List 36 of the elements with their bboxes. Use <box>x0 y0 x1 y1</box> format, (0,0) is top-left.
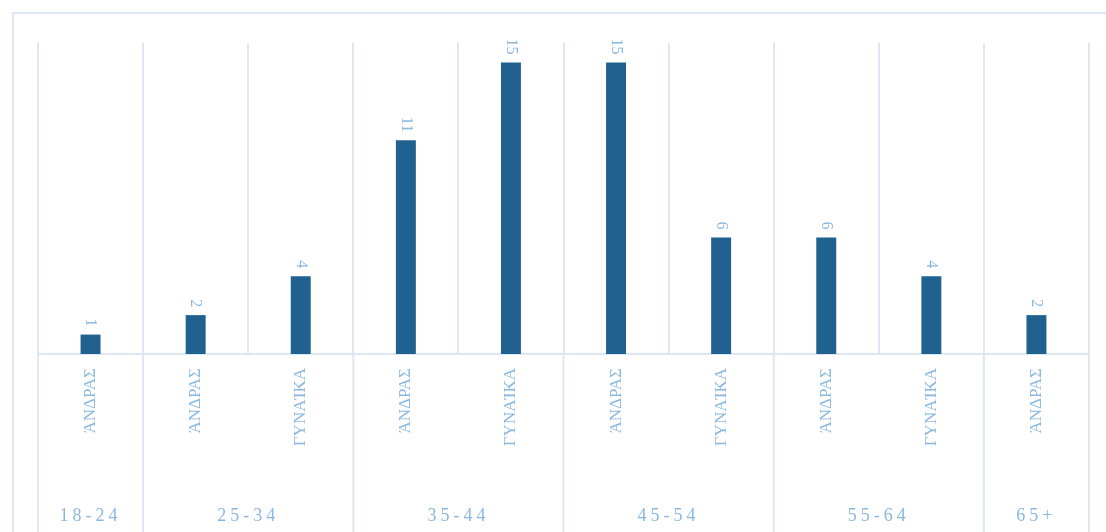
bar <box>606 62 627 354</box>
bar <box>1026 315 1047 354</box>
data-label: 15 <box>503 38 521 55</box>
x-tick-label: ΆΝΔΡΑΣ <box>815 367 835 434</box>
bar <box>395 140 416 354</box>
x-tick-label: ΆΝΔΡΑΣ <box>80 367 100 434</box>
bar <box>711 237 732 354</box>
text: 35-44 <box>427 504 490 525</box>
x-tick-label: ΓΥΝΑΊΚΑ <box>710 367 730 447</box>
x-tick-label: ΆΝΔΡΑΣ <box>605 367 625 434</box>
text: 55-64 <box>847 504 910 525</box>
data-label: 4 <box>293 260 311 269</box>
x-tick-label: ΓΥΝΑΊΚΑ <box>920 367 940 447</box>
text: 25-34 <box>217 504 280 525</box>
x-tick-label: ΆΝΔΡΑΣ <box>185 367 205 434</box>
bar <box>80 334 101 354</box>
x-tick-label: ΆΝΔΡΑΣ <box>395 367 415 434</box>
x-tick-label: ΓΥΝΑΊΚΑ <box>500 367 520 447</box>
data-label: 2 <box>188 299 206 308</box>
bar <box>816 237 837 354</box>
data-label: 11 <box>398 116 416 133</box>
data-label: 6 <box>713 221 731 230</box>
data-label: 1 <box>83 318 101 327</box>
x-tick-label: ΆΝΔΡΑΣ <box>1025 367 1045 434</box>
bar <box>921 276 942 354</box>
data-label: 2 <box>1029 299 1047 308</box>
data-label: 15 <box>608 38 626 55</box>
data-label: 6 <box>819 221 837 230</box>
bar <box>185 315 206 354</box>
bar <box>500 62 521 354</box>
x-tick-label: ΓΥΝΑΊΚΑ <box>290 367 310 447</box>
text: 45-54 <box>637 504 700 525</box>
data-label: 4 <box>924 260 942 269</box>
text: 18-24 <box>59 504 122 525</box>
bar <box>290 276 311 354</box>
text: 65+ <box>1016 504 1057 525</box>
